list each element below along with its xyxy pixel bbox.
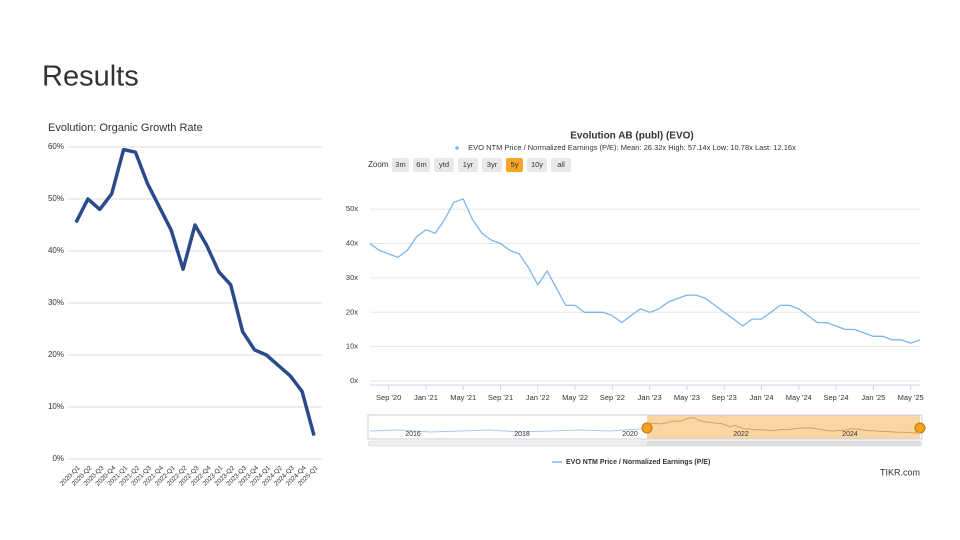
navigator-history (369, 427, 648, 433)
range-button[interactable] (392, 158, 409, 172)
y-tick-label: 30x (346, 273, 358, 282)
x-tick-label: Jan '25 (861, 393, 885, 402)
subtitle-dot (455, 146, 459, 150)
range-button-label[interactable]: 10y (531, 160, 543, 169)
range-button[interactable] (551, 158, 571, 172)
range-button[interactable] (482, 158, 502, 172)
navigator-selection[interactable] (647, 415, 920, 439)
chart-subtitle: EVO NTM Price / Normalized Earnings (P/E… (468, 143, 796, 152)
pe-line (369, 198, 921, 344)
y-tick-label: 20% (48, 350, 64, 359)
range-button[interactable] (434, 158, 454, 172)
range-button-label[interactable]: 6m (416, 160, 426, 169)
navigator-label: 2016 (405, 431, 421, 438)
scrollbar-thumb[interactable] (647, 441, 920, 446)
x-tick-label: Sep '23 (712, 393, 737, 402)
y-tick-label: 50x (346, 204, 358, 213)
chart-title: Evolution AB (publ) (EVO) (570, 131, 694, 142)
range-button[interactable] (413, 158, 430, 172)
y-tick-label: 20x (346, 307, 358, 316)
y-tick-label: 10% (48, 402, 64, 411)
y-tick-label: 10x (346, 342, 358, 351)
range-button-label[interactable]: 3yr (487, 160, 498, 169)
navigator-label: 2022 (733, 431, 749, 438)
range-button-label[interactable]: ytd (439, 160, 449, 169)
x-tick-label: Jan '23 (638, 393, 662, 402)
range-button[interactable] (527, 158, 547, 172)
range-button-label[interactable]: 3m (395, 160, 405, 169)
x-tick-label: May '21 (450, 393, 476, 402)
y-tick-label: 0% (52, 454, 64, 463)
navigator-label: 2018 (514, 431, 530, 438)
navigator-handle[interactable] (914, 422, 926, 434)
range-button[interactable] (458, 158, 478, 172)
y-tick-label: 0x (350, 376, 358, 385)
x-tick-label: Jan '22 (526, 393, 550, 402)
range-button-label[interactable]: 5y (511, 160, 519, 169)
x-tick-label: May '22 (562, 393, 588, 402)
x-tick-label: Jan '24 (750, 393, 774, 402)
range-button[interactable] (506, 158, 523, 172)
x-tick-label: Sep '22 (600, 393, 625, 402)
range-button-label[interactable]: all (557, 160, 565, 169)
slide-title: Results (42, 61, 139, 93)
range-button-label[interactable]: 1yr (463, 160, 474, 169)
x-tick-label: May '24 (786, 393, 812, 402)
x-tick-label: Jan '21 (414, 393, 438, 402)
navigator-label: 2024 (842, 431, 858, 438)
x-tick-label: May '25 (898, 393, 924, 402)
navigator-label: 2020 (622, 431, 638, 438)
x-tick-label: Sep '20 (376, 393, 401, 402)
y-tick-label: 60% (48, 142, 64, 151)
chart-title: Evolution: Organic Growth Rate (48, 122, 203, 134)
navigator-line (646, 417, 921, 434)
x-tick-label: May '23 (674, 393, 700, 402)
y-tick-label: 40x (346, 239, 358, 248)
y-tick-label: 30% (48, 298, 64, 307)
legend-label[interactable]: EVO NTM Price / Normalized Earnings (P/E… (566, 459, 710, 466)
x-tick-label: Sep '21 (488, 393, 513, 402)
zoom-label: Zoom (368, 160, 389, 169)
growth-line (74, 147, 316, 437)
navigator-handle[interactable] (641, 422, 653, 434)
y-tick-label: 40% (48, 246, 64, 255)
x-tick-label: Sep '24 (824, 393, 849, 402)
y-tick-label: 50% (48, 194, 64, 203)
credit: TIKR.com (880, 467, 920, 477)
